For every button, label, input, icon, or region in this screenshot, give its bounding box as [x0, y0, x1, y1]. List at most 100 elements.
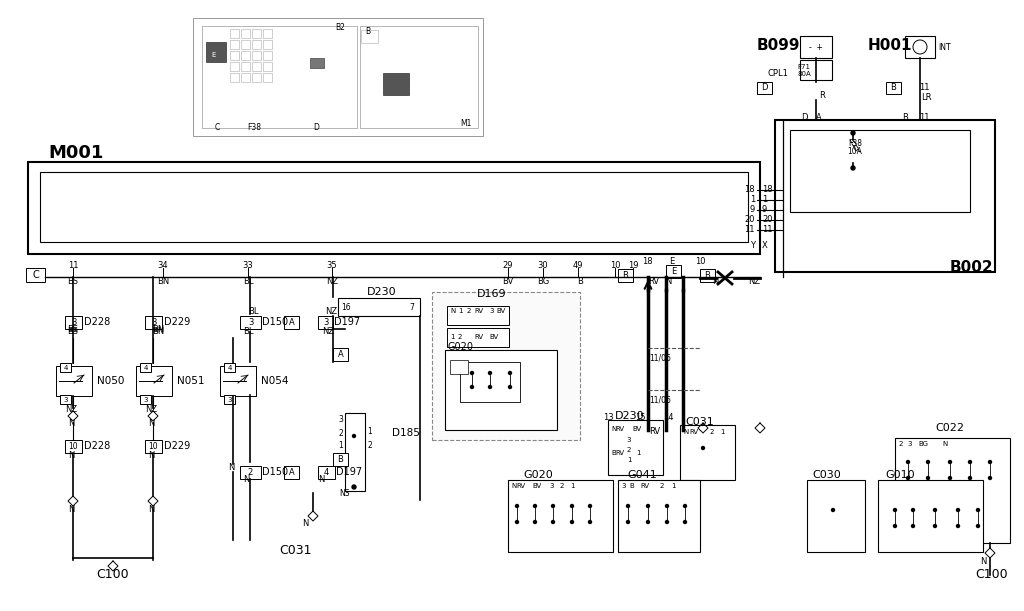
- Text: 3: 3: [227, 397, 231, 403]
- Text: E: E: [211, 52, 215, 58]
- Text: B099: B099: [757, 37, 801, 53]
- Bar: [775, 120, 995, 272]
- Text: BV: BV: [633, 426, 642, 432]
- Circle shape: [969, 461, 972, 464]
- Circle shape: [470, 386, 473, 389]
- Text: D230: D230: [368, 287, 397, 297]
- Text: R: R: [819, 90, 825, 100]
- Text: A: A: [289, 468, 294, 477]
- Bar: [318, 466, 335, 479]
- Text: 10: 10: [69, 442, 78, 451]
- Circle shape: [948, 461, 951, 464]
- Text: 10: 10: [609, 260, 621, 269]
- Text: 33: 33: [243, 260, 253, 269]
- Bar: [252, 29, 261, 38]
- Text: A: A: [338, 350, 343, 359]
- Text: RV: RV: [649, 428, 660, 436]
- Text: G020: G020: [523, 470, 553, 480]
- Text: BV: BV: [503, 277, 514, 287]
- Text: B2: B2: [335, 23, 345, 32]
- Text: D230: D230: [615, 411, 645, 421]
- Text: 10: 10: [148, 442, 159, 451]
- Text: BN: BN: [152, 326, 164, 334]
- Text: RV: RV: [615, 426, 625, 432]
- Text: 1: 1: [458, 308, 462, 314]
- Text: 2: 2: [467, 308, 471, 314]
- Circle shape: [948, 477, 951, 480]
- Bar: [508, 480, 613, 552]
- Text: B002: B002: [949, 260, 993, 276]
- Text: 4: 4: [143, 365, 147, 370]
- Text: 2: 2: [659, 483, 665, 489]
- Circle shape: [683, 521, 686, 524]
- Bar: [252, 73, 261, 82]
- Bar: [60, 395, 71, 404]
- Circle shape: [627, 521, 630, 524]
- Text: F38: F38: [848, 139, 862, 147]
- Text: 1: 1: [450, 334, 455, 340]
- Bar: [252, 51, 261, 60]
- Text: BL: BL: [243, 277, 253, 287]
- Bar: [310, 58, 324, 68]
- Text: 3: 3: [143, 397, 147, 403]
- Text: 11: 11: [919, 84, 929, 92]
- Bar: [26, 268, 45, 282]
- Bar: [905, 36, 935, 58]
- Bar: [790, 130, 970, 212]
- Text: BV: BV: [497, 308, 506, 314]
- Text: 2: 2: [367, 441, 372, 450]
- Circle shape: [956, 508, 959, 511]
- Bar: [65, 316, 82, 329]
- Text: D197: D197: [336, 467, 362, 477]
- Text: M1: M1: [461, 119, 472, 128]
- Bar: [241, 29, 250, 38]
- Text: 1: 1: [671, 483, 675, 489]
- Circle shape: [913, 40, 927, 54]
- Bar: [263, 62, 272, 71]
- Text: 11: 11: [744, 225, 755, 235]
- Text: 4: 4: [227, 365, 231, 370]
- Circle shape: [969, 477, 972, 480]
- Text: 2: 2: [899, 441, 903, 447]
- Text: 1: 1: [762, 196, 767, 205]
- Text: N051: N051: [177, 376, 205, 386]
- Text: RV: RV: [689, 429, 698, 435]
- Text: NZ: NZ: [748, 277, 760, 287]
- Text: N050: N050: [97, 376, 124, 386]
- Text: D169: D169: [477, 289, 507, 299]
- Text: 2: 2: [560, 483, 564, 489]
- Bar: [361, 30, 378, 43]
- Text: 2: 2: [458, 334, 462, 340]
- Text: 30: 30: [538, 260, 548, 269]
- Text: 10: 10: [694, 257, 706, 266]
- Text: 4: 4: [63, 365, 68, 370]
- Bar: [241, 40, 250, 49]
- Text: 1: 1: [720, 429, 724, 435]
- Bar: [807, 480, 865, 552]
- Text: 11: 11: [68, 260, 78, 269]
- Text: N: N: [227, 464, 234, 472]
- Text: N: N: [243, 475, 249, 485]
- Circle shape: [851, 166, 855, 170]
- Text: 3: 3: [71, 318, 76, 327]
- Text: B: B: [630, 483, 635, 489]
- Text: B: B: [902, 114, 908, 122]
- Text: 19: 19: [628, 260, 638, 269]
- Text: 3: 3: [907, 441, 912, 447]
- Bar: [241, 51, 250, 60]
- Text: N: N: [68, 452, 74, 461]
- Circle shape: [515, 521, 518, 524]
- Text: 11: 11: [762, 225, 772, 235]
- Text: RV: RV: [648, 277, 659, 287]
- Bar: [318, 316, 333, 329]
- Text: LR: LR: [921, 93, 931, 103]
- Text: CPL1: CPL1: [768, 68, 788, 78]
- Text: 13: 13: [603, 414, 613, 422]
- Text: BN: BN: [152, 327, 164, 337]
- Bar: [145, 440, 162, 453]
- Text: 1: 1: [636, 450, 640, 456]
- Text: N: N: [511, 483, 516, 489]
- Text: D: D: [313, 122, 318, 131]
- Circle shape: [570, 505, 573, 508]
- Text: BN: BN: [157, 277, 169, 287]
